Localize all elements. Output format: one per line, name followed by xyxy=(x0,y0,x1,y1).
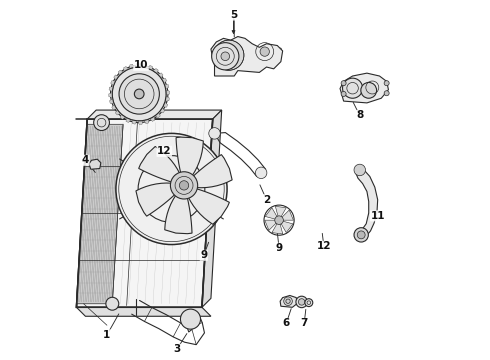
Polygon shape xyxy=(163,102,168,107)
Text: 2: 2 xyxy=(263,195,270,205)
Circle shape xyxy=(221,52,230,60)
Polygon shape xyxy=(147,66,152,70)
Polygon shape xyxy=(111,81,116,86)
Circle shape xyxy=(255,167,267,179)
Text: 8: 8 xyxy=(356,111,364,121)
Polygon shape xyxy=(272,223,283,234)
Polygon shape xyxy=(114,75,119,80)
Polygon shape xyxy=(76,125,123,304)
Polygon shape xyxy=(126,118,131,122)
Polygon shape xyxy=(118,70,123,76)
Polygon shape xyxy=(142,64,147,68)
Circle shape xyxy=(298,299,305,305)
Circle shape xyxy=(357,231,365,239)
Circle shape xyxy=(94,115,109,131)
Text: 10: 10 xyxy=(134,60,148,70)
Polygon shape xyxy=(87,110,221,119)
Polygon shape xyxy=(149,116,155,121)
Text: 12: 12 xyxy=(157,146,171,156)
Text: 5: 5 xyxy=(231,10,238,20)
Circle shape xyxy=(171,172,197,199)
Circle shape xyxy=(384,81,389,86)
Text: 4: 4 xyxy=(82,155,89,165)
Polygon shape xyxy=(211,37,283,76)
Polygon shape xyxy=(355,167,378,237)
Polygon shape xyxy=(265,208,277,219)
Polygon shape xyxy=(265,220,276,230)
Polygon shape xyxy=(202,110,221,307)
Polygon shape xyxy=(76,307,211,316)
Polygon shape xyxy=(109,87,113,92)
Circle shape xyxy=(343,78,363,98)
Circle shape xyxy=(260,47,270,56)
Polygon shape xyxy=(162,78,167,84)
Polygon shape xyxy=(165,96,170,101)
Circle shape xyxy=(305,299,313,307)
Polygon shape xyxy=(275,206,286,217)
Polygon shape xyxy=(139,147,180,182)
Circle shape xyxy=(296,296,307,308)
Polygon shape xyxy=(136,183,175,216)
Circle shape xyxy=(214,40,244,70)
Circle shape xyxy=(341,81,346,86)
Polygon shape xyxy=(193,154,232,188)
Polygon shape xyxy=(158,73,163,78)
Text: 12: 12 xyxy=(317,241,331,251)
Polygon shape xyxy=(281,221,293,233)
Circle shape xyxy=(361,82,377,98)
Circle shape xyxy=(119,74,159,114)
Polygon shape xyxy=(120,114,125,120)
Circle shape xyxy=(384,91,389,96)
Circle shape xyxy=(180,309,200,329)
Text: 6: 6 xyxy=(283,319,290,328)
Polygon shape xyxy=(340,73,389,103)
Polygon shape xyxy=(112,104,117,109)
Circle shape xyxy=(116,134,227,244)
Circle shape xyxy=(212,42,239,70)
Polygon shape xyxy=(89,159,101,169)
Text: 3: 3 xyxy=(173,344,180,354)
Polygon shape xyxy=(132,120,137,124)
Polygon shape xyxy=(115,110,121,115)
Circle shape xyxy=(275,216,283,225)
Polygon shape xyxy=(164,84,169,89)
Circle shape xyxy=(111,65,168,123)
Text: 7: 7 xyxy=(300,319,308,328)
Circle shape xyxy=(106,297,119,310)
Polygon shape xyxy=(138,121,143,125)
Polygon shape xyxy=(165,195,192,234)
Polygon shape xyxy=(176,137,203,176)
Text: 1: 1 xyxy=(103,330,111,340)
Polygon shape xyxy=(166,90,170,95)
Polygon shape xyxy=(123,67,129,72)
Polygon shape xyxy=(109,99,114,104)
Circle shape xyxy=(354,228,368,242)
Polygon shape xyxy=(135,63,141,67)
Circle shape xyxy=(341,91,346,96)
Polygon shape xyxy=(144,119,149,123)
Circle shape xyxy=(354,164,366,176)
Polygon shape xyxy=(153,68,158,74)
Text: 11: 11 xyxy=(370,211,385,221)
Polygon shape xyxy=(159,108,165,113)
Circle shape xyxy=(179,181,189,190)
Polygon shape xyxy=(76,119,213,307)
Polygon shape xyxy=(188,189,229,224)
Circle shape xyxy=(209,128,221,139)
Circle shape xyxy=(134,89,144,99)
Polygon shape xyxy=(280,296,297,307)
Circle shape xyxy=(284,297,293,306)
Text: 9: 9 xyxy=(200,250,207,260)
Polygon shape xyxy=(282,210,294,220)
Polygon shape xyxy=(109,93,113,98)
Text: 9: 9 xyxy=(275,243,283,253)
Polygon shape xyxy=(130,64,135,69)
Polygon shape xyxy=(155,112,160,118)
